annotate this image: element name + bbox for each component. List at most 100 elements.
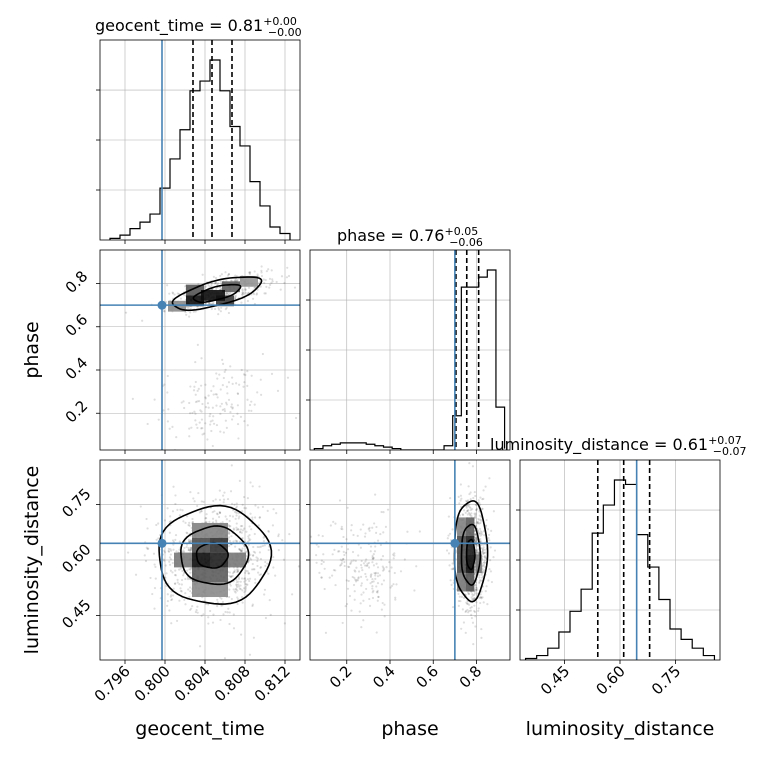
density-cell [192,582,210,598]
scatter-point [367,561,371,564]
scatter-point [169,595,172,598]
scatter-point [244,571,247,575]
scatter-point [241,288,244,291]
scatter-point [259,565,263,569]
scatter-point [475,588,478,592]
scatter-point [482,489,485,492]
scatter-point [226,274,230,277]
scatter-point [394,598,397,601]
scatter-point [288,533,291,536]
scatter-point [238,531,242,534]
scatter-point [227,292,230,295]
scatter-point [183,406,186,410]
scatter-point [191,605,194,608]
scatter-point [258,551,261,554]
scatter-point [225,292,228,295]
scatter-point [226,497,230,501]
scatter-point [185,515,189,518]
scatter-point [230,464,233,467]
scatter-point [467,591,470,594]
scatter-point [167,408,170,411]
scatter-point [217,312,220,316]
scatter-point [225,403,228,406]
scatter-point [220,604,223,607]
scatter-point [238,540,241,543]
y-tick-label-luminosity_distance: 0.60 [58,540,94,576]
scatter-point [259,378,262,381]
scatter-point [378,574,382,577]
scatter-point [189,590,192,593]
scatter-point [173,293,176,296]
scatter-point [234,296,237,299]
scatter-point [232,540,235,543]
scatter-point [271,524,275,527]
scatter-point [215,287,218,291]
scatter-point [354,559,357,562]
scatter-point [369,582,372,585]
scatter-point [178,568,181,571]
hist-panel-luminosity_distance [516,459,721,664]
scatter-point [362,619,365,622]
scatter-point [481,507,484,511]
scatter-point [167,547,170,550]
scatter-point [368,597,371,601]
scatter-point [482,563,486,566]
scatter-point [474,588,478,591]
scatter-point [250,558,253,561]
scatter-point [266,562,269,565]
scatter-point [449,579,452,582]
scatter-point [258,573,261,576]
scatter-point [260,265,263,268]
scatter-point [210,307,213,311]
scatter-point [253,516,257,519]
scatter-point [403,558,406,561]
scatter-point [224,368,227,371]
scatter-point [359,528,362,531]
scatter-point [225,401,228,404]
scatter-point [146,527,149,530]
scatter-point [320,538,322,540]
scatter-point [229,525,232,528]
scatter-point [189,568,192,571]
scatter-point [252,554,255,557]
scatter-point [248,525,251,528]
scatter-point [193,500,196,503]
scatter-point [474,533,477,536]
scatter-point [376,566,380,569]
scatter-point [310,535,313,538]
scatter-point [240,368,243,372]
scatter-point [171,561,174,565]
scatter-point [228,588,231,591]
scatter-point [239,549,242,553]
scatter-point [479,496,482,499]
scatter-point [248,579,251,583]
scatter-point [172,587,175,590]
scatter-point [462,513,465,516]
scatter-point [200,500,203,503]
scatter-point [191,520,195,524]
scatter-point [252,545,255,549]
scatter-point [353,590,356,593]
scatter-point [246,398,249,401]
scatter-point [476,549,479,552]
scatter-point [248,271,252,274]
scatter-point [219,274,222,278]
scatter-point [341,559,344,562]
scatter-point [166,420,169,423]
scatter-point [251,297,255,300]
scatter-point [472,598,475,601]
scatter-point [382,566,385,570]
scatter-point [235,522,238,525]
scatter-point [220,287,223,291]
scatter-point [259,545,263,548]
scatter-point [240,595,244,599]
scatter-point [474,615,477,618]
scatter-point [218,489,221,492]
scatter-point [258,485,261,488]
scatter-point [154,577,157,580]
scatter-point [483,561,486,564]
scatter-point [287,274,291,278]
scatter-point [249,553,252,556]
scatter-point [471,621,475,624]
scatter-point [392,557,395,560]
